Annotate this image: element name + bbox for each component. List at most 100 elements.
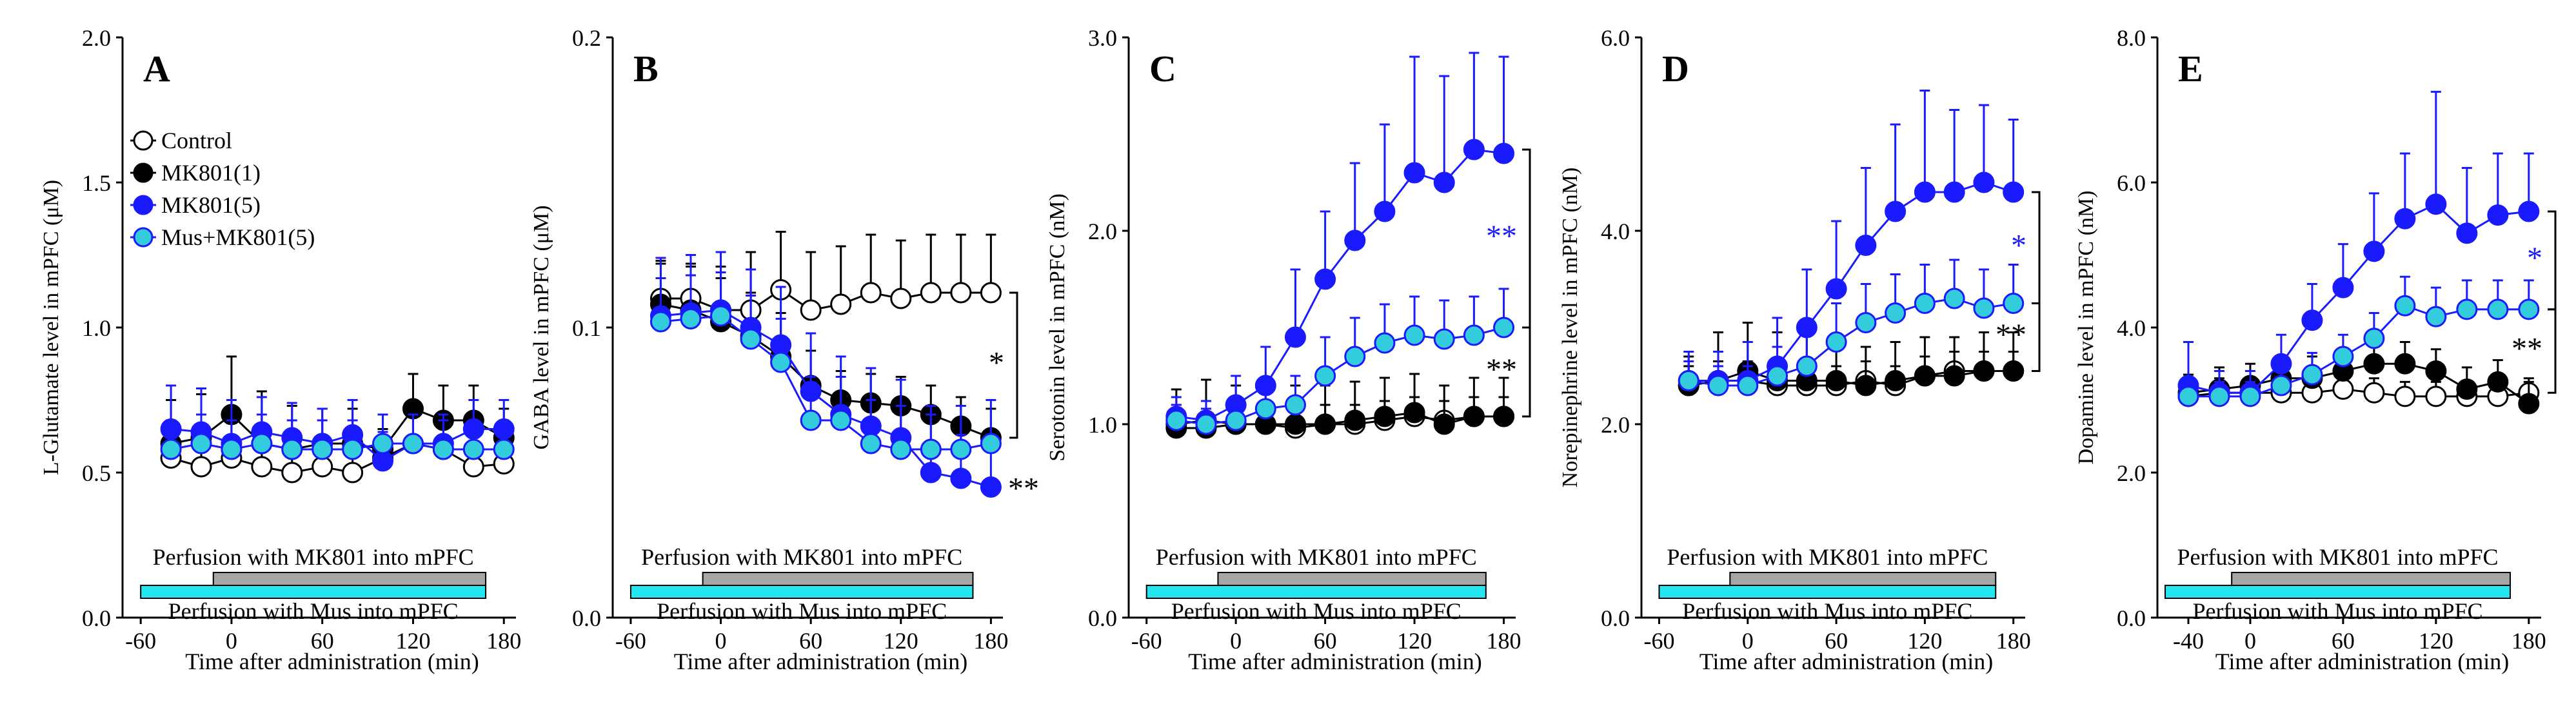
data-point xyxy=(2394,386,2416,407)
series-line xyxy=(660,303,991,439)
y-tick-label: 3.0 xyxy=(1088,25,1117,51)
legend-label: Control xyxy=(161,128,232,153)
series-mk801-5 xyxy=(649,251,1002,498)
x-tick-label: 60 xyxy=(1825,628,1848,654)
data-point xyxy=(860,433,882,455)
mus-perfusion-bar xyxy=(1658,585,1997,599)
x-tick-label: 60 xyxy=(799,628,822,654)
data-point xyxy=(221,438,243,460)
significance-mark: ** xyxy=(2512,332,2542,366)
y-tick-label: 4.0 xyxy=(2117,315,2146,341)
mk801-perfusion-label: Perfusion with MK801 into mPFC xyxy=(153,544,474,570)
y-axis-label: GABA level in mPFC (μM) xyxy=(530,205,553,449)
data-point xyxy=(1973,171,1995,193)
significance-bracket xyxy=(2548,308,2557,394)
data-point xyxy=(890,288,912,309)
data-point xyxy=(2518,298,2540,320)
data-point xyxy=(281,462,303,484)
data-point xyxy=(1463,406,1485,427)
data-point xyxy=(251,456,273,478)
data-point xyxy=(432,438,454,460)
data-point xyxy=(980,433,1002,455)
series-line xyxy=(1176,148,1504,422)
data-point xyxy=(493,438,515,460)
data-point xyxy=(1885,200,1907,222)
data-point xyxy=(2239,386,2261,407)
legend-marker xyxy=(133,227,154,248)
data-point xyxy=(1314,413,1336,435)
data-point xyxy=(2177,386,2199,407)
series-mus-mk801-5 xyxy=(1165,288,1515,435)
mk801-perfusion-bar xyxy=(1729,572,1997,586)
data-point xyxy=(190,433,212,455)
mk801-perfusion-bar xyxy=(2231,572,2512,586)
data-point xyxy=(1344,346,1366,367)
mus-perfusion-label: Perfusion with Mus into mPFC xyxy=(1171,598,1461,624)
data-point xyxy=(1678,370,1699,391)
series-mk801-1 xyxy=(1678,322,2025,396)
data-point xyxy=(1825,370,1847,391)
series-mus-mk801-5 xyxy=(2177,275,2540,407)
data-point xyxy=(830,409,852,431)
y-tick-label: 8.0 xyxy=(2117,25,2146,51)
x-tick-label: 0 xyxy=(2244,628,2256,654)
data-point xyxy=(1855,235,1877,256)
y-tick-label: 0.0 xyxy=(2117,605,2146,631)
series-mus-mk801-5 xyxy=(1678,259,2025,396)
data-point xyxy=(2270,375,2292,396)
x-tick-label: 60 xyxy=(311,628,334,654)
data-point xyxy=(2363,240,2385,262)
legend: Control MK801(1) MK801(5) Mus+MK801(5) xyxy=(130,128,315,250)
legend-marker xyxy=(133,162,154,183)
y-tick-label: 0.1 xyxy=(572,315,601,341)
y-axis-label: Dopamine level in mPFC (nM) xyxy=(2074,191,2098,465)
data-point xyxy=(2332,277,2354,298)
y-tick-label: 2.0 xyxy=(1088,219,1117,244)
data-point xyxy=(2003,181,2025,203)
series-mk801-5 xyxy=(1165,52,1515,431)
data-point xyxy=(1973,297,1995,319)
y-tick-label: 0.0 xyxy=(572,605,601,631)
data-point xyxy=(1225,409,1247,431)
x-tick-label: 180 xyxy=(1996,628,2031,654)
data-point xyxy=(1314,268,1336,290)
data-point xyxy=(1463,139,1485,161)
data-point xyxy=(402,433,424,455)
significance-bracket xyxy=(2032,302,2041,372)
data-point xyxy=(920,462,942,484)
x-tick-label: 120 xyxy=(1907,628,1942,654)
x-tick-label: 120 xyxy=(1397,628,1432,654)
data-point xyxy=(1973,360,1995,382)
data-point xyxy=(1767,365,1788,387)
legend-label: MK801(5) xyxy=(161,192,261,218)
data-point xyxy=(800,409,822,431)
data-point xyxy=(1195,413,1217,435)
data-point xyxy=(1855,312,1877,333)
mus-perfusion-bar xyxy=(629,585,974,599)
data-point xyxy=(1433,413,1455,435)
x-tick-label: 0 xyxy=(1742,628,1754,654)
mus-perfusion-label: Perfusion with Mus into mPFC xyxy=(1682,598,1972,624)
x-tick-label: 0 xyxy=(1230,628,1242,654)
data-point xyxy=(1284,326,1306,348)
data-point xyxy=(1284,394,1306,416)
data-point xyxy=(710,305,732,327)
mus-perfusion-bar xyxy=(2164,585,2512,599)
y-axis-label: Norepinephrine level in mPFC (nM) xyxy=(1558,168,1582,488)
series-mus-mk801-5 xyxy=(160,413,515,460)
mus-perfusion-label: Perfusion with Mus into mPFC xyxy=(657,598,947,624)
significance-bracket xyxy=(2548,210,2557,311)
significance-mark: * xyxy=(2527,241,2542,275)
x-tick-label: 120 xyxy=(395,628,430,654)
series-mk801-1 xyxy=(160,355,515,460)
x-axis-label: Time after administration (min) xyxy=(2215,649,2510,674)
data-point xyxy=(1344,409,1366,431)
significance-mark: ** xyxy=(1486,353,1517,387)
series-mk801-5 xyxy=(1678,90,2025,391)
data-point xyxy=(1914,293,1936,314)
y-tick-label: 6.0 xyxy=(2117,170,2146,196)
data-point xyxy=(2456,378,2478,400)
data-point xyxy=(2487,371,2509,393)
series-line xyxy=(660,315,991,451)
